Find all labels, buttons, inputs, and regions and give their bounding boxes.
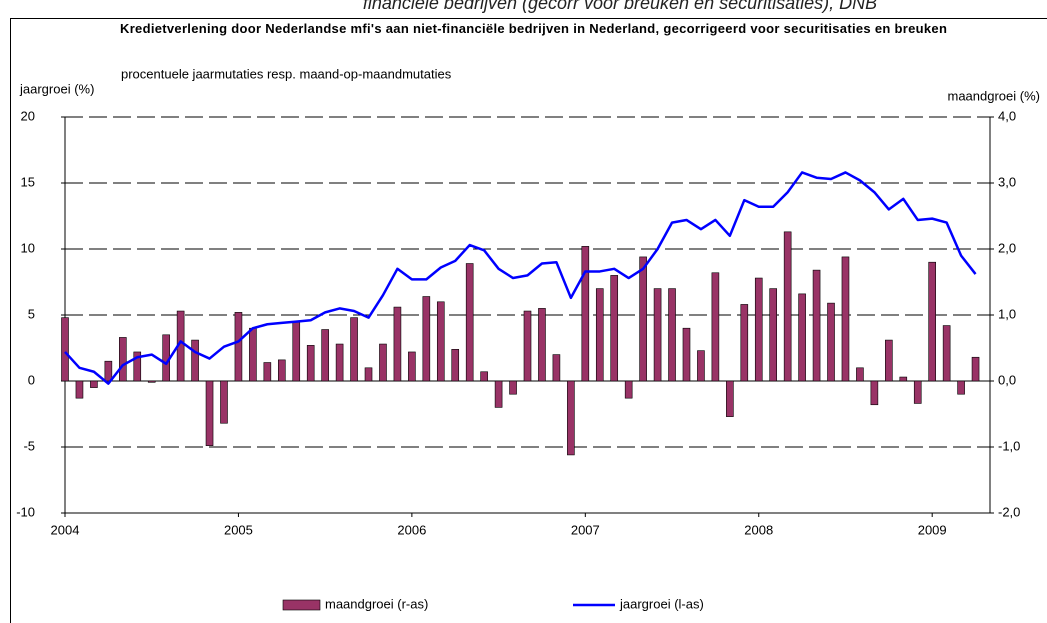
- line: [64, 171, 977, 385]
- bar: [393, 306, 402, 382]
- bar: [220, 380, 228, 424]
- bar: [104, 360, 113, 382]
- bar: [61, 317, 69, 382]
- y2-tick-label: -1,0: [998, 438, 1020, 453]
- bar: [682, 327, 691, 382]
- legend-swatch: [282, 599, 321, 611]
- bar: [595, 288, 604, 382]
- bar: [754, 277, 763, 382]
- bar: [538, 308, 546, 382]
- bar: [885, 339, 893, 382]
- bar: [90, 380, 98, 388]
- bar: [957, 380, 965, 395]
- x-tick-label: 2009: [918, 522, 947, 537]
- bar: [653, 288, 662, 382]
- bar: [552, 354, 561, 382]
- x-tick-label: 2005: [224, 522, 253, 537]
- bar: [119, 337, 127, 382]
- bar: [639, 256, 647, 382]
- bar: [249, 327, 257, 382]
- bar: [321, 329, 329, 382]
- bar: [494, 380, 503, 408]
- y-tick-label: 10: [21, 240, 35, 255]
- bar: [581, 246, 590, 382]
- bar: [942, 325, 951, 382]
- bar: [783, 231, 792, 382]
- bar: [408, 351, 416, 382]
- bar: [870, 380, 879, 406]
- y-tick-label: 20: [21, 108, 35, 123]
- bar: [899, 376, 908, 382]
- legend-label: jaargroei (l-as): [619, 596, 704, 611]
- bar: [971, 356, 980, 382]
- y-tick-label: 15: [21, 174, 35, 189]
- x-tick-label: 2008: [744, 522, 773, 537]
- legend-label: maandgroei (r-as): [325, 596, 428, 611]
- y2-tick-label: 3,0: [998, 174, 1016, 189]
- bar: [740, 304, 749, 382]
- bar: [133, 351, 142, 382]
- chart-subtitle: procentuele jaarmutaties resp. maand-op-…: [121, 66, 452, 81]
- y-tick-label: -10: [16, 504, 35, 519]
- bar: [523, 310, 532, 382]
- x-tick-label: 2004: [51, 522, 80, 537]
- bar: [234, 312, 243, 382]
- bar: [191, 339, 199, 382]
- bar: [436, 301, 445, 382]
- y2-axis-label: maandgroei (%): [948, 88, 1041, 103]
- bar: [610, 275, 619, 382]
- bar: [856, 367, 864, 382]
- bar: [697, 350, 705, 382]
- bar: [75, 380, 84, 399]
- bar: [277, 359, 286, 382]
- bar: [827, 302, 835, 382]
- y2-tick-label: 1,0: [998, 306, 1016, 321]
- bar: [567, 380, 575, 456]
- bar: [913, 380, 922, 404]
- y-tick-label: 0: [28, 372, 35, 387]
- y2-tick-label: 2,0: [998, 240, 1016, 255]
- bar: [480, 371, 488, 382]
- y2-tick-label: -2,0: [998, 504, 1020, 519]
- chart-frame: [10, 18, 1047, 623]
- bar: [451, 349, 460, 382]
- bar: [306, 345, 315, 382]
- bar: [364, 367, 373, 382]
- bar: [205, 380, 214, 446]
- y2-tick-label: 4,0: [998, 108, 1016, 123]
- bar: [841, 256, 850, 382]
- bar: [668, 288, 676, 382]
- bar: [335, 343, 344, 382]
- bar: [465, 263, 474, 382]
- title-box: Kredietverlening door Nederlandse mfi's …: [120, 21, 948, 36]
- x-tick-label: 2007: [571, 522, 600, 537]
- bar: [509, 380, 517, 395]
- bar: [624, 380, 633, 399]
- caption: financiële bedrijven (gecorr voor breuke…: [363, 0, 877, 13]
- y-axis-label: jaargroei (%): [19, 81, 94, 96]
- x-tick-label: 2006: [397, 522, 426, 537]
- bar: [147, 380, 156, 383]
- bar: [350, 317, 358, 382]
- y-tick-label: -5: [23, 438, 35, 453]
- bar: [263, 362, 272, 382]
- chart-title: Kredietverlening door Nederlandse mfi's …: [120, 21, 948, 36]
- bar: [798, 293, 806, 382]
- bar: [769, 288, 778, 382]
- bar: [292, 321, 301, 382]
- y-tick-label: 5: [28, 306, 35, 321]
- bar: [812, 269, 821, 382]
- y2-tick-label: 0,0: [998, 372, 1016, 387]
- bar: [928, 261, 936, 382]
- bar: [711, 272, 720, 382]
- bar: [379, 343, 387, 382]
- bar: [422, 296, 431, 382]
- bar: [726, 380, 734, 417]
